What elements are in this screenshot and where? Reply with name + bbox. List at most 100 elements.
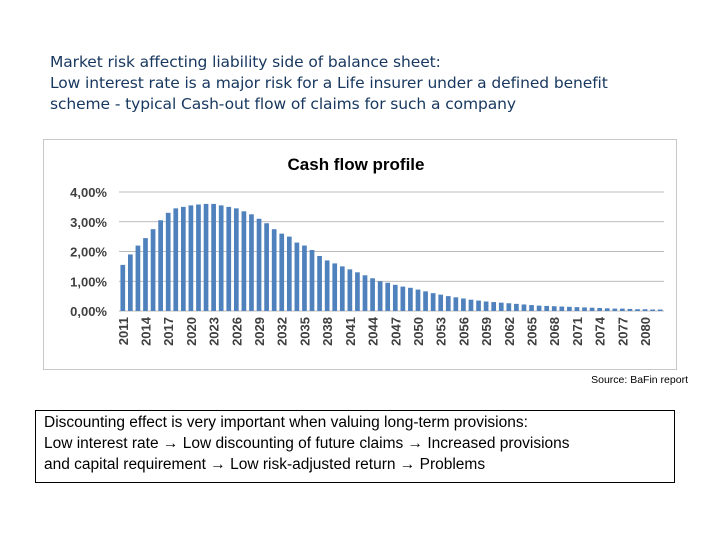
cash-flow-bar	[249, 214, 254, 311]
cash-flow-bar	[551, 306, 557, 311]
x-tick-label: 2026	[229, 317, 244, 346]
x-tick-label: 2011	[116, 317, 131, 345]
cash-flow-bar	[385, 282, 391, 311]
cash-flow-bar	[400, 286, 406, 311]
cash-flow-bar	[430, 293, 436, 311]
cash-flow-chart: Cash flow profile 0,00% 1,00% 2,00% 3,00% 4,…	[43, 139, 677, 370]
heading-line-2: Low interest rate is a major risk for a …	[50, 74, 608, 92]
y-tick-label: 4,00%	[70, 185, 107, 200]
x-tick-label: 2023	[207, 317, 222, 346]
cash-flow-bar	[324, 260, 330, 311]
x-tick-label: 2044	[366, 316, 381, 346]
cash-flow-bar	[635, 309, 640, 311]
cash-flow-bar	[233, 208, 239, 311]
cash-flow-bar	[438, 294, 444, 311]
cash-flow-bar	[173, 208, 179, 311]
cash-flow-bar	[370, 278, 375, 311]
cash-flow-bar	[536, 305, 542, 311]
x-axis-labels: 2011 2014 2017 2020 2023 2026 2029 2032 2035 2038…	[116, 316, 653, 346]
y-tick-label: 3,00%	[70, 215, 107, 230]
cash-flow-bar	[612, 308, 618, 311]
note-line-1: Discounting effect is very important whe…	[44, 414, 528, 431]
cash-flow-bar	[355, 272, 360, 311]
cash-flow-chart-svg: Cash flow profile 0,00% 1,00% 2,00% 3,00% 4,…	[70, 155, 664, 346]
x-tick-label: 2050	[411, 317, 426, 346]
cash-flow-bar	[642, 309, 648, 311]
cash-flow-bar	[309, 250, 315, 311]
cash-flow-bar	[339, 266, 345, 312]
cash-flow-bar	[362, 275, 368, 311]
discounting-note-box: Discounting effect is very important whe…	[35, 410, 675, 483]
cash-flow-bar	[135, 245, 141, 311]
cash-flow-bar	[302, 245, 307, 311]
cash-flow-bar	[143, 238, 148, 311]
cash-flow-bar	[408, 287, 413, 311]
x-tick-label: 2074	[593, 316, 608, 346]
x-tick-label: 2062	[502, 317, 517, 346]
cash-flow-bar	[453, 297, 459, 311]
x-tick-label: 2038	[320, 317, 335, 346]
x-tick-label: 2047	[388, 317, 403, 346]
cash-flow-bar	[567, 306, 572, 311]
cash-flow-bar	[128, 254, 133, 311]
chart-title: Cash flow profile	[288, 155, 425, 174]
chart-gridlines	[119, 191, 664, 312]
cash-flow-bar	[620, 308, 625, 311]
cash-flow-bar	[241, 211, 247, 311]
cash-flow-bar	[317, 255, 322, 311]
cash-flow-bar	[415, 289, 421, 311]
cash-flow-bar	[468, 299, 474, 311]
cash-flow-bar	[279, 233, 285, 311]
x-tick-label: 2014	[138, 316, 153, 346]
cash-flow-bar	[627, 308, 633, 311]
cash-flow-bar	[150, 229, 156, 311]
cash-flow-bar	[218, 205, 224, 311]
cash-flow-bar	[597, 308, 602, 311]
cash-flow-bar	[392, 284, 398, 311]
heading-line-1: Market risk affecting liability side of …	[50, 53, 441, 71]
y-tick-label: 1,00%	[70, 274, 107, 289]
cash-flow-bar	[582, 307, 587, 311]
cash-flow-bar	[461, 298, 466, 311]
cash-flow-bar	[264, 223, 269, 311]
cash-flow-bar	[188, 205, 194, 311]
x-tick-label: 2068	[547, 317, 562, 346]
cash-flow-bar	[294, 242, 300, 311]
note-line-2: Low interest rate → Low discounting of f…	[44, 435, 570, 452]
cash-flow-bar	[604, 308, 610, 311]
cash-flow-bar	[203, 203, 209, 311]
x-tick-label: 2071	[570, 317, 585, 346]
x-tick-label: 2029	[252, 317, 267, 346]
cash-flow-bar	[120, 264, 126, 311]
x-tick-label: 2056	[456, 317, 471, 346]
cash-flow-bar	[491, 302, 497, 311]
cash-flow-bar	[650, 309, 655, 311]
source-caption: Source: BaFin report	[591, 374, 688, 386]
cash-flow-bar	[377, 281, 383, 311]
x-tick-label: 2020	[184, 317, 199, 346]
cash-flow-bar	[445, 296, 451, 312]
cash-flow-bar	[574, 307, 580, 311]
slide-heading: Market risk affecting liability side of …	[50, 52, 690, 115]
cash-flow-bar	[286, 236, 292, 312]
cash-flow-bar	[559, 306, 565, 311]
cash-flow-bar	[158, 220, 163, 311]
cash-flow-bar	[483, 301, 489, 311]
x-tick-label: 2017	[161, 317, 176, 346]
cash-flow-bar	[506, 303, 512, 311]
cash-flow-bar	[423, 291, 428, 311]
cash-flow-bar	[271, 229, 277, 311]
y-axis-labels: 0,00% 1,00% 2,00% 3,00% 4,00%	[70, 185, 107, 319]
cash-flow-bar	[589, 307, 595, 311]
cash-flow-bar	[196, 204, 201, 311]
x-tick-label: 2041	[343, 317, 358, 346]
heading-line-3: scheme - typical Cash-out flow of claims…	[50, 95, 516, 113]
cash-flow-bar	[211, 203, 216, 311]
y-tick-label: 0,00%	[70, 304, 107, 319]
cash-flow-bar	[529, 305, 534, 311]
x-tick-label: 2080	[638, 317, 653, 346]
cash-flow-bar	[544, 305, 550, 311]
x-tick-label: 2077	[615, 317, 630, 346]
note-line-3: and capital requirement → Low risk-adjus…	[44, 456, 486, 473]
cash-flow-bar	[347, 269, 353, 311]
